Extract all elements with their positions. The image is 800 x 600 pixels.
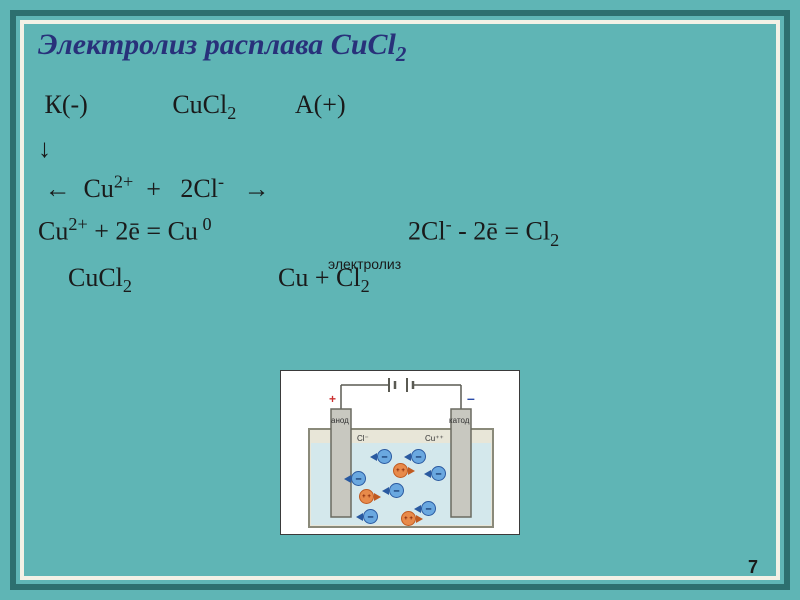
c-cu0-sup: 0 [198,214,212,234]
eq-line-3: ← Cu2+ + 2Cl- → [38,168,762,210]
slide: Электролиз расплава CuCl2 К(-) CuCl2 А(+… [0,0,800,600]
cathode-half-reaction: Cu2+ + 2ē = Cu 0 [38,210,408,254]
a-cl2-sub: 2 [550,229,559,249]
negative-ion-icon: – [431,466,446,481]
ion-arrow-icon [404,453,411,461]
ion-arrow-icon [408,467,415,475]
plus-1: + [146,174,161,203]
c-mid: + 2ē = [94,216,161,245]
right-arrow-icon: → [244,174,270,203]
eq-line-4: Cu2+ + 2ē = Cu 0 2Cl- - 2ē = Cl2 [38,210,762,254]
c-cu2: Cu [38,216,68,245]
plus-sign-icon: + [329,392,336,406]
eq-line-5: CuCl2 электролиз Cu + Cl2 [38,258,762,300]
negative-ion-icon: – [377,449,392,464]
anode-symbol: А(+) [295,90,346,119]
title-text: Электролиз расплава CuCl [38,28,396,61]
ov-left: CuCl [68,263,123,292]
c-cu2-sup: 2+ [68,214,87,234]
down-arrow-icon: ↓ [38,129,51,169]
compound-sub: 2 [227,103,236,123]
diagram-svg: + – анод катод Cl⁻ Cu⁺⁺ [281,371,521,536]
left-arrow-icon: ← [45,174,71,203]
electrolysis-label: электролиз [328,254,401,276]
cl-ion: 2Cl- [180,174,224,203]
cu-ion: Cu2+ [84,174,134,203]
cathode-symbol: К(-) [45,90,88,119]
cl-sup: - [218,172,224,192]
anode-label: анод [331,416,349,425]
overall-left: CuCl2 [38,258,278,300]
ion-arrow-icon [356,513,363,521]
c-cu0: Cu [168,216,198,245]
minus-sign-icon: – [467,390,475,406]
cu-txt: Cu [84,174,114,203]
cu-sup: 2+ [114,172,133,192]
compound: CuCl2 [172,90,236,119]
compound-txt: CuCl [172,90,227,119]
negative-ion-icon: – [421,501,436,516]
electrolysis-diagram: + – анод катод Cl⁻ Cu⁺⁺ –––––––+ ++ ++ + [280,370,520,535]
eq-line-2: ↓ [38,127,762,167]
cl-label: Cl⁻ [357,434,369,443]
a-cl-sup: - [446,214,452,234]
negative-ion-icon: – [351,471,366,486]
negative-ion-icon: – [363,509,378,524]
anode-half-reaction: 2Cl- - 2ē = Cl2 [408,210,559,254]
eq-line-1: К(-) CuCl2 А(+) [38,85,762,127]
ion-arrow-icon [416,515,423,523]
slide-title: Электролиз расплава CuCl2 [38,28,762,67]
ion-arrow-icon [374,493,381,501]
ion-arrow-icon [424,470,431,478]
a-cl: 2Cl [408,216,446,245]
cl-txt: 2Cl [180,174,218,203]
overall-right: электролиз Cu + Cl2 [278,258,370,300]
cathode-label: катод [449,416,470,425]
positive-ion-icon: + + [393,463,408,478]
ion-arrow-icon [344,475,351,483]
ov-right-sub: 2 [361,276,370,296]
positive-ion-icon: + + [359,489,374,504]
ion-arrow-icon [382,487,389,495]
title-sub: 2 [396,42,407,66]
positive-ion-icon: + + [401,511,416,526]
ion-arrow-icon [370,453,377,461]
ion-arrow-icon [414,505,421,513]
negative-ion-icon: – [389,483,404,498]
page-number: 7 [748,557,758,578]
negative-ion-icon: – [411,449,426,464]
ov-left-sub: 2 [123,276,132,296]
a-mid: - 2ē = Cl [458,216,550,245]
cu-label: Cu⁺⁺ [425,434,444,443]
